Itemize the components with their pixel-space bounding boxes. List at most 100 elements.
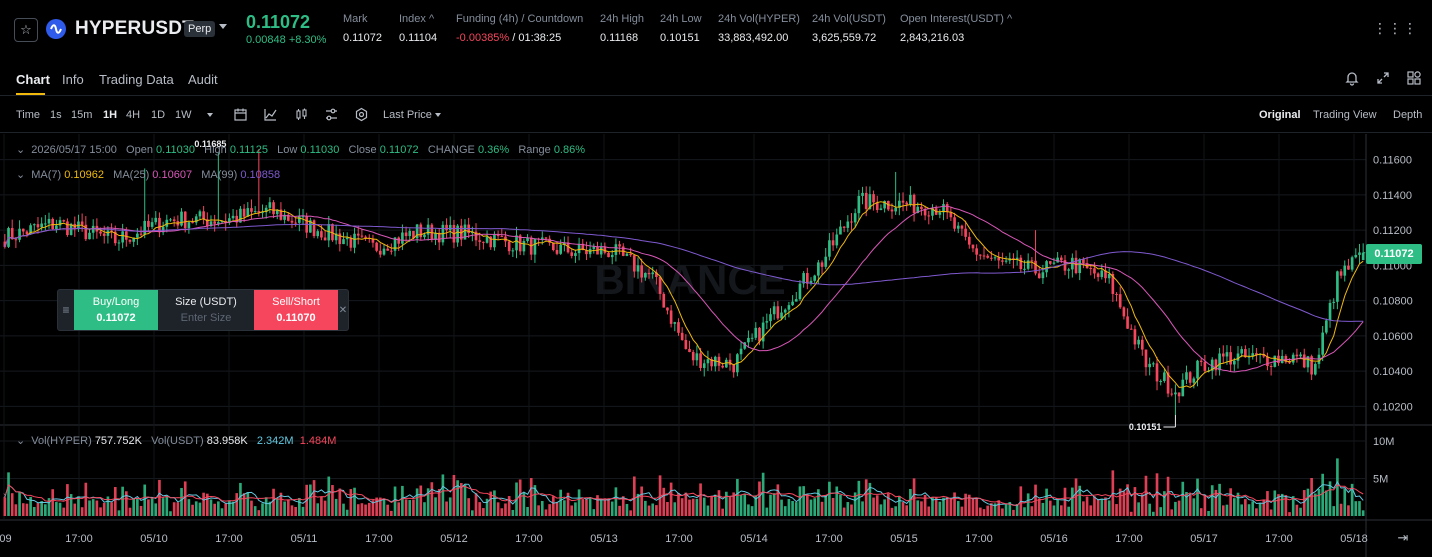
candle-body (1163, 372, 1166, 382)
tab-audit[interactable]: Audit (188, 72, 218, 87)
volume-bar (1129, 511, 1133, 516)
candle-body (706, 359, 710, 364)
candle-body (445, 224, 448, 231)
candle-body (294, 222, 297, 224)
chart-area[interactable]: BINANCE 0.11600 0.11400 0.11200 0.11000 0.10… (0, 134, 1432, 557)
candle-body (953, 217, 956, 229)
interval-1w[interactable]: 1W (175, 109, 192, 121)
volume-bar (743, 494, 747, 516)
interval-1d[interactable]: 1D (151, 109, 166, 121)
close-icon[interactable]: ✕ (338, 304, 348, 316)
volume-bar (691, 498, 695, 516)
volume-bar (780, 499, 783, 516)
fullscreen-icon[interactable] (1375, 70, 1391, 86)
candle-body (1078, 259, 1082, 274)
view-depth[interactable]: Depth (1393, 109, 1423, 121)
candle-body (32, 224, 36, 226)
candle-body (872, 194, 875, 203)
candle-body (375, 242, 378, 251)
time-axis-label: 05/11 (291, 533, 318, 545)
price-axis-label: 0.10200 (1373, 401, 1413, 413)
volume-bar (967, 494, 971, 516)
more-icon[interactable]: ⋮⋮⋮ (1373, 20, 1418, 36)
interval-15m[interactable]: 15m (71, 109, 93, 121)
volume-bar (765, 507, 769, 516)
candle-body (971, 244, 975, 249)
main-tabs: Chart Info Trading Data Audit (0, 64, 1432, 96)
price-axis-label: 0.11600 (1373, 155, 1412, 167)
stat-index[interactable]: Index ^ 0.11104 (399, 13, 438, 44)
volume-bar (1152, 511, 1155, 516)
volume-bar (441, 474, 445, 516)
gear-icon[interactable] (354, 107, 369, 122)
volume-bar (445, 501, 448, 516)
candle-body (551, 242, 555, 251)
candle-body (1310, 356, 1313, 375)
volume-bar (1174, 501, 1177, 516)
candle-body (945, 204, 949, 212)
layout-grid-icon[interactable] (1406, 70, 1422, 86)
price-type-select[interactable]: Last Price (383, 109, 441, 121)
symbol-dropdown-chevron-icon[interactable] (219, 24, 227, 29)
symbol-name[interactable]: HYPERUSDT (75, 18, 194, 39)
volume-bar (496, 502, 500, 516)
candle-body (1232, 360, 1236, 365)
candle-body (489, 236, 493, 248)
interval-1h[interactable]: 1H (103, 109, 118, 121)
volume-bar (1023, 507, 1026, 516)
candle-body (191, 222, 194, 224)
interval-4h[interactable]: 4H (126, 109, 141, 121)
candle-body (1155, 363, 1159, 382)
volume-bar (791, 500, 794, 516)
volume-bar (320, 496, 323, 516)
calendar-icon[interactable] (233, 107, 248, 122)
candlestick-chart[interactable]: BINANCE 0.116000.114000.112000.110000.10… (0, 134, 1432, 557)
tab-chart[interactable]: Chart (16, 72, 50, 87)
candle-body (169, 219, 172, 221)
bell-icon[interactable] (1344, 70, 1360, 86)
sell-short-button[interactable]: Sell/Short 0.11070 (254, 290, 338, 330)
volume-bar (603, 498, 607, 516)
time-axis-label: 17:00 (65, 533, 93, 545)
candle-body (121, 231, 124, 243)
candle-body (868, 194, 872, 209)
view-trading-view[interactable]: Trading View (1313, 109, 1377, 121)
interval-1s[interactable]: 1s (50, 109, 62, 121)
volume-legend: ⌄ Vol(HYPER) 757.752K Vol(USDT) 83.958K 2… (16, 435, 337, 447)
view-original[interactable]: Original (1259, 109, 1301, 121)
settings-sliders-icon[interactable] (324, 107, 339, 122)
candle-body (161, 226, 165, 233)
candle-body (58, 220, 62, 226)
indicator-icon[interactable] (263, 107, 278, 122)
volume-bar (909, 488, 912, 516)
candle-body (25, 231, 29, 235)
tab-trading-data[interactable]: Trading Data (99, 72, 174, 87)
volume-bar (861, 501, 864, 516)
volume-bar (787, 499, 791, 516)
candle-body (1089, 268, 1093, 270)
candle-body (1148, 363, 1151, 368)
interval-more-chevron-icon[interactable] (204, 109, 213, 121)
volume-bar (301, 506, 305, 516)
tab-info[interactable]: Info (62, 72, 84, 87)
volume-bar (1343, 488, 1347, 516)
drag-handle-icon[interactable]: ≡ (62, 303, 70, 317)
candle-type-icon[interactable] (294, 107, 309, 122)
volume-bar (1302, 490, 1306, 516)
candle-body (673, 322, 677, 324)
volume-bar (191, 504, 194, 516)
candle-body (831, 240, 835, 246)
volume-bar (544, 509, 548, 516)
volume-bar (408, 500, 412, 516)
volume-bar (500, 508, 504, 516)
candle-body (327, 224, 331, 241)
stat-open-interest[interactable]: Open Interest(USDT) ^ 2,843,216.03 (900, 13, 1013, 44)
volume-bar (990, 503, 993, 516)
volume-bar (316, 503, 320, 516)
candle-body (364, 236, 367, 238)
favorite-star-icon[interactable]: ☆ (14, 18, 38, 42)
size-input[interactable]: Size (USDT) Enter Size (175, 296, 237, 324)
candle-body (750, 337, 754, 339)
buy-long-button[interactable]: Buy/Long 0.11072 (74, 290, 158, 330)
candle-body (614, 244, 618, 255)
